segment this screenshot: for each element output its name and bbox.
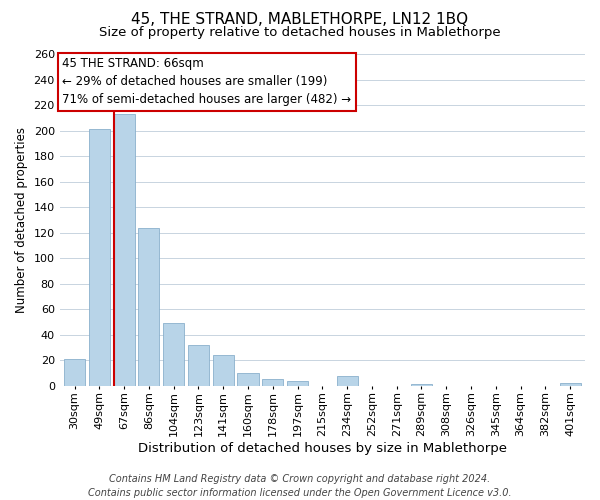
Bar (64, 359, 85, 386)
Text: Size of property relative to detached houses in Mablethorpe: Size of property relative to detached ho… (99, 26, 501, 39)
Bar (139, 228, 160, 386)
Text: 45, THE STRAND, MABLETHORPE, LN12 1BQ: 45, THE STRAND, MABLETHORPE, LN12 1BQ (131, 12, 469, 28)
Bar (212, 355, 234, 386)
Bar (411, 384, 432, 386)
Text: Contains HM Land Registry data © Crown copyright and database right 2024.
Contai: Contains HM Land Registry data © Crown c… (88, 474, 512, 498)
Bar (337, 376, 358, 386)
Bar (163, 323, 184, 386)
X-axis label: Distribution of detached houses by size in Mablethorpe: Distribution of detached houses by size … (138, 442, 507, 455)
Bar (188, 345, 209, 386)
Text: 45 THE STRAND: 66sqm
← 29% of detached houses are smaller (199)
71% of semi-deta: 45 THE STRAND: 66sqm ← 29% of detached h… (62, 58, 352, 106)
Bar (89, 130, 110, 386)
Bar (287, 380, 308, 386)
Bar (560, 383, 581, 386)
Y-axis label: Number of detached properties: Number of detached properties (15, 127, 28, 313)
Bar (262, 380, 283, 386)
Bar (113, 114, 134, 386)
Bar (238, 373, 259, 386)
